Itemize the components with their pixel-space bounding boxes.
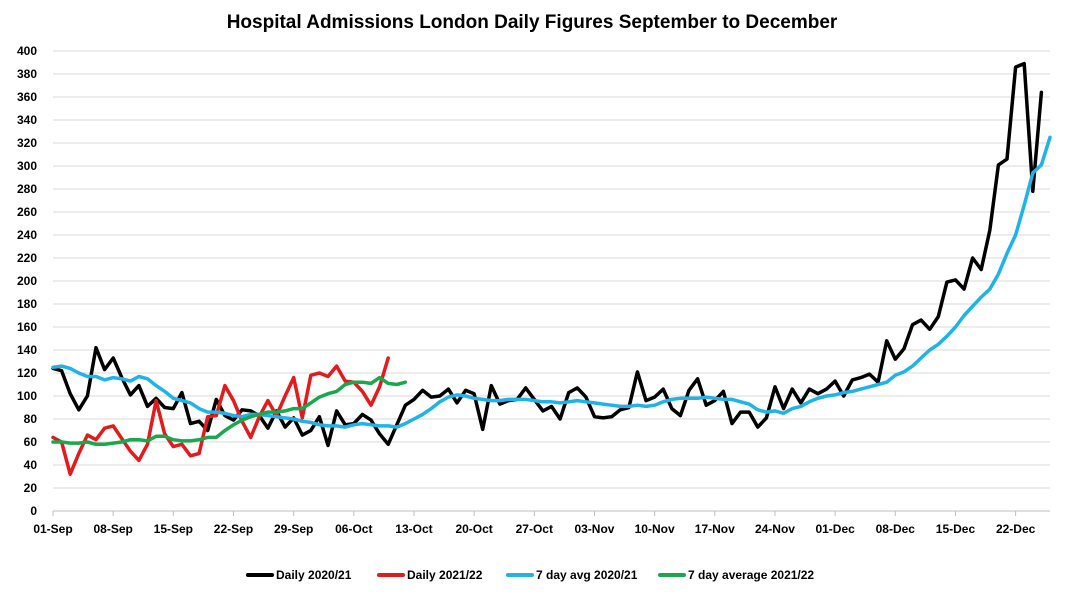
x-tick-label: 29-Sep bbox=[274, 522, 313, 536]
legend-label-daily-2020-21: Daily 2020/21 bbox=[276, 568, 352, 582]
x-tick-label: 22-Dec bbox=[996, 522, 1036, 536]
x-tick-label: 01-Dec bbox=[815, 522, 855, 536]
legend: Daily 2020/21 Daily 2021/22 7 day avg 2020… bbox=[246, 568, 814, 582]
x-tick-label: 01-Sep bbox=[33, 522, 72, 536]
y-tick-label: 260 bbox=[17, 205, 37, 219]
x-tick-label: 24-Nov bbox=[755, 522, 795, 536]
y-tick-label: 400 bbox=[17, 44, 37, 58]
x-tick-label: 17-Nov bbox=[695, 522, 735, 536]
y-tick-label: 360 bbox=[17, 90, 37, 104]
series-lines bbox=[51, 61, 1052, 476]
y-tick-label: 220 bbox=[17, 251, 37, 265]
y-tick-label: 380 bbox=[17, 67, 37, 81]
y-tick-label: 40 bbox=[24, 458, 38, 472]
gridlines bbox=[53, 50, 1050, 489]
y-tick-label: 160 bbox=[17, 320, 37, 334]
y-tick-label: 100 bbox=[17, 389, 37, 403]
x-tick-label: 03-Nov bbox=[574, 522, 614, 536]
x-tick-label: 20-Oct bbox=[455, 522, 492, 536]
y-tick-label: 240 bbox=[17, 228, 37, 242]
y-tick-label: 20 bbox=[24, 481, 38, 495]
y-tick-label: 200 bbox=[17, 274, 37, 288]
series-line-daily-2020-21 bbox=[51, 61, 1044, 448]
series-line-7-day-average-2021-22 bbox=[51, 375, 408, 447]
series-line-daily-2021-22 bbox=[51, 356, 390, 476]
x-tick-label: 06-Oct bbox=[335, 522, 372, 536]
x-tick-label: 08-Dec bbox=[876, 522, 916, 536]
y-tick-label: 300 bbox=[17, 159, 37, 173]
y-tick-label: 320 bbox=[17, 136, 37, 150]
x-axis-ticks: 01-Sep 08-Sep 15-Sep 22-Sep 29-Sep 06-Oct 13-O… bbox=[33, 511, 1036, 536]
chart-title: Hospital Admissions London Daily Figures… bbox=[227, 12, 838, 33]
legend-label-daily-2021-22: Daily 2021/22 bbox=[407, 568, 483, 582]
legend-label-7-day-average-2021-22: 7 day average 2021/22 bbox=[688, 568, 814, 582]
y-tick-label: 60 bbox=[24, 435, 38, 449]
x-tick-label: 08-Sep bbox=[93, 522, 132, 536]
x-tick-label: 22-Sep bbox=[214, 522, 253, 536]
series-line-7-day-avg-2020-21 bbox=[51, 135, 1052, 429]
y-tick-label: 280 bbox=[17, 182, 37, 196]
x-tick-label: 13-Oct bbox=[395, 522, 432, 536]
y-tick-label: 180 bbox=[17, 297, 37, 311]
legend-label-7-day-avg-2020-21: 7 day avg 2020/21 bbox=[536, 568, 638, 582]
x-tick-label: 27-Oct bbox=[516, 522, 553, 536]
x-tick-label: 15-Sep bbox=[154, 522, 193, 536]
y-tick-label: 0 bbox=[30, 504, 37, 518]
y-tick-label: 140 bbox=[17, 343, 37, 357]
x-tick-label: 15-Dec bbox=[936, 522, 976, 536]
x-tick-label: 10-Nov bbox=[635, 522, 675, 536]
y-tick-label: 120 bbox=[17, 366, 37, 380]
y-axis-ticks: 0 20 40 60 80 100 120 140 160 180 200 220 240 260 280 3… bbox=[17, 44, 37, 518]
y-tick-label: 80 bbox=[24, 412, 38, 426]
y-tick-label: 340 bbox=[17, 113, 37, 127]
